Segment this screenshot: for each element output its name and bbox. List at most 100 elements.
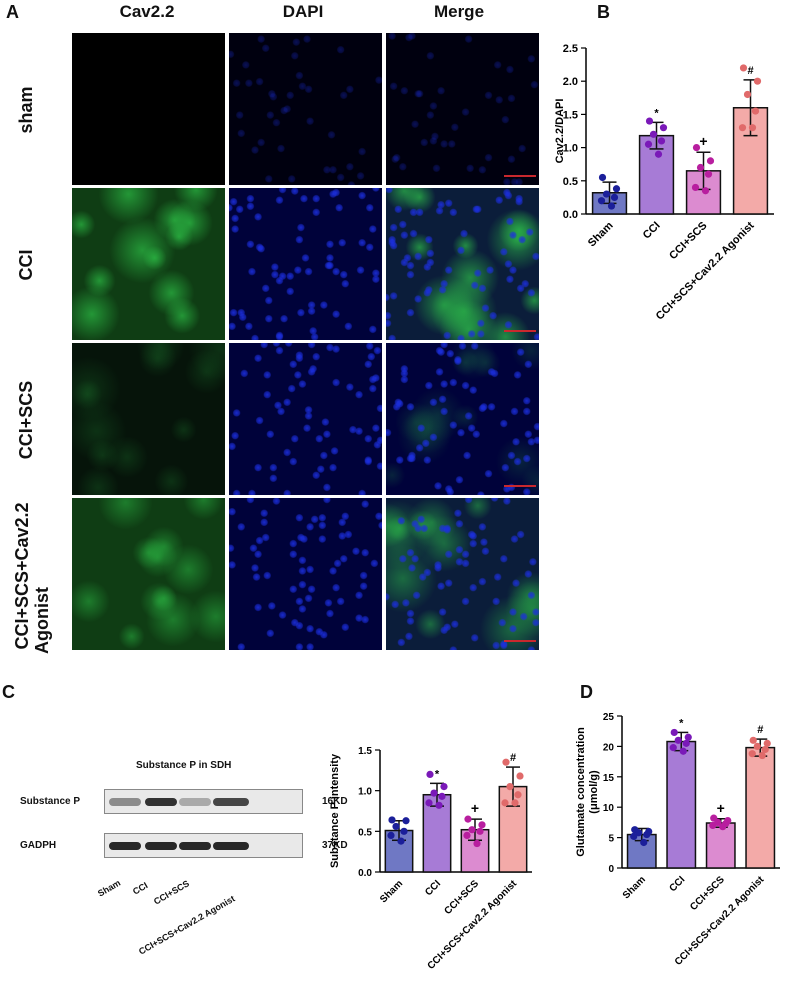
data-point xyxy=(610,193,619,201)
y-tick-label: 1.0 xyxy=(563,143,578,155)
data-point xyxy=(679,747,687,755)
y-tick-label: 5 xyxy=(608,834,614,845)
bar-3 xyxy=(705,822,736,869)
data-point xyxy=(387,831,395,839)
panel-label-d: D xyxy=(580,682,593,702)
data-point xyxy=(748,750,756,758)
x-tick-label: CCI+SCS xyxy=(688,874,727,913)
y-tick-label: 1.5 xyxy=(563,109,578,121)
panel-label-a: A xyxy=(6,2,19,22)
row-label-cci-scs-text: CCI+SCS xyxy=(16,380,36,460)
data-point xyxy=(635,829,643,837)
y-tick-label: 0 xyxy=(608,864,614,875)
x-tick-label: Sham xyxy=(621,874,648,901)
y-tick-label: 2.0 xyxy=(563,76,578,88)
data-point xyxy=(670,728,678,737)
y-tick-label: 15 xyxy=(603,773,615,784)
data-point xyxy=(691,183,700,192)
data-point xyxy=(645,117,654,125)
data-point xyxy=(397,837,405,845)
blot-band xyxy=(179,798,211,806)
micrograph-cav22-row-3 xyxy=(72,343,225,495)
data-point xyxy=(684,733,692,741)
panel-label-c: C xyxy=(2,682,15,702)
y-tick-label: 25 xyxy=(603,712,615,723)
data-point xyxy=(753,742,761,750)
x-tick-label: CCI xyxy=(641,220,663,242)
data-point xyxy=(669,744,677,752)
row-label-cci-scs: CCI+SCS xyxy=(16,344,37,496)
data-point xyxy=(464,815,472,823)
column-header-cav22: Cav2.2 xyxy=(119,2,175,21)
blot-band xyxy=(109,798,141,806)
row-label-sham: sham xyxy=(16,34,37,186)
data-point xyxy=(425,799,433,807)
significance-mark: # xyxy=(510,752,516,764)
panel-label-b: B xyxy=(597,2,610,22)
data-point xyxy=(706,157,715,165)
data-point xyxy=(682,739,690,747)
y-tick-label: 0.0 xyxy=(563,209,578,221)
significance-mark: * xyxy=(654,107,659,119)
y-tick-label: 2.5 xyxy=(563,43,578,55)
chart-d: 0 5 10 15 20 25 Glutamate concentration (μmol/g… xyxy=(575,712,780,968)
data-point xyxy=(701,187,710,195)
data-point xyxy=(438,792,446,800)
y-axis-label: Glutamate concentration xyxy=(575,727,587,857)
data-point xyxy=(704,170,713,178)
scale-bar-row-4 xyxy=(504,640,536,642)
data-point xyxy=(402,817,410,825)
significance-mark: # xyxy=(747,65,753,77)
blot-title: Substance P in SDH xyxy=(136,760,232,771)
blot-band xyxy=(109,842,141,850)
data-point xyxy=(612,185,621,193)
data-point xyxy=(463,831,471,839)
bar-2 xyxy=(666,740,697,869)
micrograph-cav22-row-2 xyxy=(72,188,225,340)
column-header-dapi: DAPI xyxy=(282,2,324,21)
row-label-cci: CCI xyxy=(16,189,37,341)
data-point xyxy=(392,822,400,831)
significance-mark: + xyxy=(717,800,725,816)
row-label-cci-scs-agonist: CCI+SCS+Cav2.2 Agonist xyxy=(12,498,52,654)
data-point xyxy=(511,799,519,807)
data-point xyxy=(516,772,524,780)
micrograph-merge-row-4 xyxy=(386,498,539,650)
y-tick-label: 1.0 xyxy=(358,787,372,798)
data-point xyxy=(659,124,668,132)
data-point xyxy=(597,197,606,205)
data-point xyxy=(748,124,757,132)
blot-band xyxy=(213,842,249,850)
scale-bar-row-1 xyxy=(504,175,536,177)
x-tick-label: Sham xyxy=(586,219,616,249)
blot-size-16kd: 16KD xyxy=(322,796,348,807)
data-point xyxy=(761,745,769,754)
data-point xyxy=(657,137,666,145)
micrograph-merge-row-1 xyxy=(386,33,539,185)
data-point xyxy=(649,130,658,138)
data-point xyxy=(400,827,408,835)
data-point xyxy=(739,64,748,72)
micrograph-cav22-row-4 xyxy=(72,498,225,650)
x-tick-label: CCI+SCS xyxy=(442,878,481,917)
chart-b: 0.0 0.5 1.0 1.5 2.0 2.5 Cav2.2/DAPI Sham * CCI + CC… xyxy=(554,43,774,322)
row-label-sham-text: sham xyxy=(16,86,36,134)
data-point xyxy=(644,140,653,148)
blot-band xyxy=(145,842,177,850)
y-tick-label: 0.5 xyxy=(563,176,578,188)
blot-size-37kd: 37KD xyxy=(322,840,348,851)
blot-strip-substance-p xyxy=(104,789,303,814)
data-point xyxy=(388,816,396,824)
y-axis-label: Cav2.2/DAPI xyxy=(554,99,566,164)
row-label-cci-text: CCI xyxy=(16,249,36,281)
bar-4 xyxy=(745,746,776,869)
blot-band xyxy=(213,798,249,806)
row-label-agonist-line1: CCI+SCS+Cav2.2 xyxy=(12,502,32,650)
y-tick-label: 0.0 xyxy=(358,868,372,879)
data-point xyxy=(476,827,484,835)
significance-mark: # xyxy=(757,724,763,736)
x-tick-label: CCI+SCS+Cav2.2 Agonist xyxy=(654,219,757,322)
scale-bar-row-2 xyxy=(504,330,536,332)
data-point xyxy=(749,736,757,744)
data-point xyxy=(763,739,771,747)
